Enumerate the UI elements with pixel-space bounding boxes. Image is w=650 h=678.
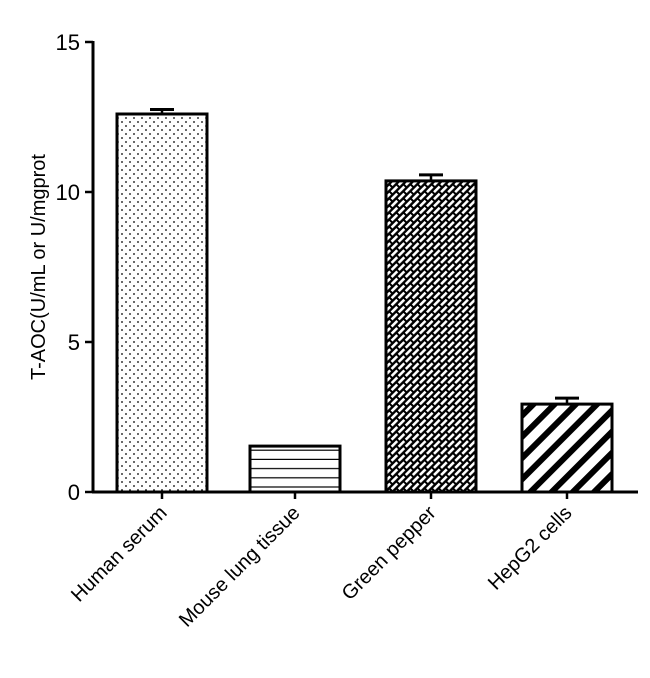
error-bars-group xyxy=(150,108,579,405)
y-tick-label: 0 xyxy=(68,480,80,505)
x-tick-label-mouse-lung-tissue: Mouse lung tissue xyxy=(175,502,305,632)
bar-human-serum xyxy=(115,112,209,494)
bar-mouse-lung-tissue xyxy=(248,444,342,494)
x-tick-label-hepg2-cells: HepG2 cells xyxy=(484,502,577,595)
bars-group xyxy=(115,112,614,494)
y-axis-ticks: 0 5 10 15 xyxy=(56,30,93,505)
x-axis-ticks: Human serum Mouse lung tissue Green pepper… xyxy=(67,492,577,632)
bar-hepg2-cells xyxy=(520,402,614,494)
y-axis-title: T-AOC(U/mL or U/mgprot xyxy=(28,154,50,380)
x-tick-label-green-pepper: Green pepper xyxy=(338,502,441,605)
x-tick-label-human-serum: Human serum xyxy=(67,502,171,606)
y-tick-label: 10 xyxy=(56,180,80,205)
y-tick-label: 5 xyxy=(68,330,80,355)
bar-green-pepper xyxy=(384,179,478,494)
y-tick-label: 15 xyxy=(56,30,80,55)
